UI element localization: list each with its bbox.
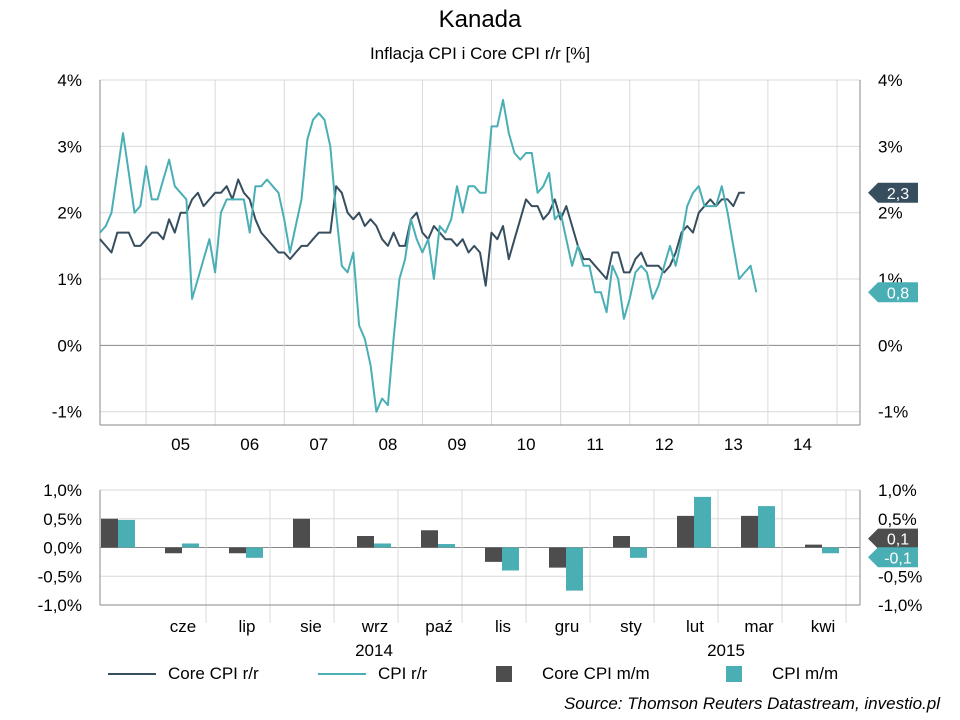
x-tick-label: 08 xyxy=(378,435,397,454)
legend-cpi-mom-swatch xyxy=(726,666,742,682)
y-tick-label-left: 0% xyxy=(57,336,82,355)
core-cpi-mom-bar xyxy=(165,547,182,554)
y-tick-label-right: 0% xyxy=(878,336,903,355)
cpi-mom-bar xyxy=(822,547,839,554)
x-tick-label: sie xyxy=(300,617,322,636)
chart-title: Kanada xyxy=(438,6,522,33)
y-tick-label-left: 2% xyxy=(57,204,82,223)
core-cpi-mom-bar xyxy=(549,547,566,568)
cpi-mom-bar xyxy=(502,547,519,571)
legend-core-mom-label: Core CPI m/m xyxy=(542,664,650,683)
y-tick-label-left: -1,0% xyxy=(38,596,82,615)
cpi-mom-bar xyxy=(694,496,711,548)
legend-cpi-yoy-label: CPI r/r xyxy=(378,664,428,683)
x-tick-label: paź xyxy=(425,617,452,636)
core-cpi-mom-bar xyxy=(485,547,502,562)
core-cpi-mom-end-callout xyxy=(868,528,918,549)
legend-core-yoy-label: Core CPI r/r xyxy=(168,664,259,683)
cpi-end-callout xyxy=(868,282,918,303)
cpi-yoy-line xyxy=(99,98,758,413)
y-tick-label-left: -0,5% xyxy=(38,567,82,586)
legend-item-cpi-mom: CPI m/m xyxy=(726,664,838,684)
core-cpi-mom-bar xyxy=(421,530,438,548)
legend-item-core-yoy: Core CPI r/r xyxy=(108,664,259,684)
core-cpi-end-label: 2,3 xyxy=(887,186,909,203)
y-tick-label-left: 1,0% xyxy=(43,481,82,500)
y-tick-label-left: 0,5% xyxy=(43,510,82,529)
y-tick-label-right: -1,0% xyxy=(878,596,922,615)
cpi-mom-bar xyxy=(118,519,135,548)
x-tick-label: lip xyxy=(238,617,255,636)
y-tick-label-left: 3% xyxy=(57,137,82,156)
chart-subtitle: Inflacja CPI i Core CPI r/r [%] xyxy=(369,44,591,63)
core-cpi-mom-bar xyxy=(357,536,374,548)
year-label: 2014 xyxy=(355,641,393,660)
cpi-mom-end-callout xyxy=(868,547,918,568)
legend-core-yoy-swatch xyxy=(108,673,156,675)
y-tick-label-left: -1% xyxy=(52,403,82,422)
y-tick-label-left: 4% xyxy=(57,71,82,90)
x-tick-label: 07 xyxy=(309,435,328,454)
x-tick-label: 14 xyxy=(793,435,812,454)
yoy-line-chart: 4% 4%3% 3%2% 2%1% 1%0% 0%-1% -1%05 06 07 08 09 10 11… xyxy=(52,71,918,454)
x-tick-label: wrz xyxy=(361,617,388,636)
y-tick-label-right: -1% xyxy=(878,403,908,422)
x-tick-label: sty xyxy=(620,617,642,636)
x-tick-label: 12 xyxy=(655,435,674,454)
cpi-mom-end-label: -0,1 xyxy=(884,550,912,567)
core-cpi-mom-bar xyxy=(229,547,246,554)
legend: Core CPI r/r CPI r/r Core CPI m/m CPI m/… xyxy=(0,664,960,688)
cpi-mom-bar xyxy=(182,543,199,548)
legend-cpi-yoy-swatch xyxy=(318,673,366,675)
legend-core-mom-swatch xyxy=(496,666,512,682)
x-tick-label: kwi xyxy=(811,617,836,636)
core-cpi-mom-end-label: 0,1 xyxy=(887,532,909,549)
core-cpi-mom-bar xyxy=(741,515,758,548)
cpi-mom-bar xyxy=(438,544,455,548)
x-tick-label: mar xyxy=(744,617,774,636)
core-cpi-mom-bar xyxy=(101,518,118,548)
x-tick-label: lis xyxy=(495,617,511,636)
y-tick-label-right: 3% xyxy=(878,137,903,156)
cpi-mom-bar xyxy=(566,547,583,591)
y-tick-label-right: 0,0% xyxy=(878,539,917,558)
cpi-mom-bar xyxy=(246,547,263,558)
x-tick-label: 11 xyxy=(586,435,604,454)
y-tick-label-left: 0,0% xyxy=(43,539,82,558)
x-tick-label: gru xyxy=(555,617,580,636)
x-tick-label: 10 xyxy=(517,435,536,454)
cpi-mom-bar xyxy=(758,506,775,548)
y-tick-label-right: 1,0% xyxy=(878,481,917,500)
core-cpi-mom-bar xyxy=(677,515,694,548)
x-tick-label: 13 xyxy=(724,435,743,454)
core-cpi-mom-bar xyxy=(805,544,822,548)
core-cpi-mom-bar xyxy=(293,518,310,548)
x-tick-label: 06 xyxy=(240,435,259,454)
cpi-mom-bar xyxy=(630,547,647,558)
x-tick-label: cze xyxy=(170,617,196,636)
legend-cpi-mom-label: CPI m/m xyxy=(772,664,839,683)
source-note: Source: Thomson Reuters Datastream, inve… xyxy=(563,694,940,713)
y-tick-label-left: 1% xyxy=(57,270,82,289)
y-tick-label-right: 0,5% xyxy=(878,510,917,529)
y-tick-label-right: 4% xyxy=(878,71,903,90)
x-tick-label: 05 xyxy=(171,435,190,454)
cpi-end-label: 0,8 xyxy=(887,285,909,302)
cpi-mom-bar xyxy=(374,543,391,548)
core-cpi-yoy-line xyxy=(99,178,745,287)
x-tick-label: lut xyxy=(686,617,704,636)
year-label: 2015 xyxy=(707,641,745,660)
y-tick-label-right: 2% xyxy=(878,204,903,223)
x-tick-label: 09 xyxy=(448,435,467,454)
core-cpi-mom-bar xyxy=(613,536,630,548)
y-tick-label-right: -0,5% xyxy=(878,567,922,586)
legend-item-cpi-yoy: CPI r/r xyxy=(318,664,427,684)
legend-item-core-mom: Core CPI m/m xyxy=(496,664,650,684)
core-cpi-end-callout xyxy=(868,182,918,203)
